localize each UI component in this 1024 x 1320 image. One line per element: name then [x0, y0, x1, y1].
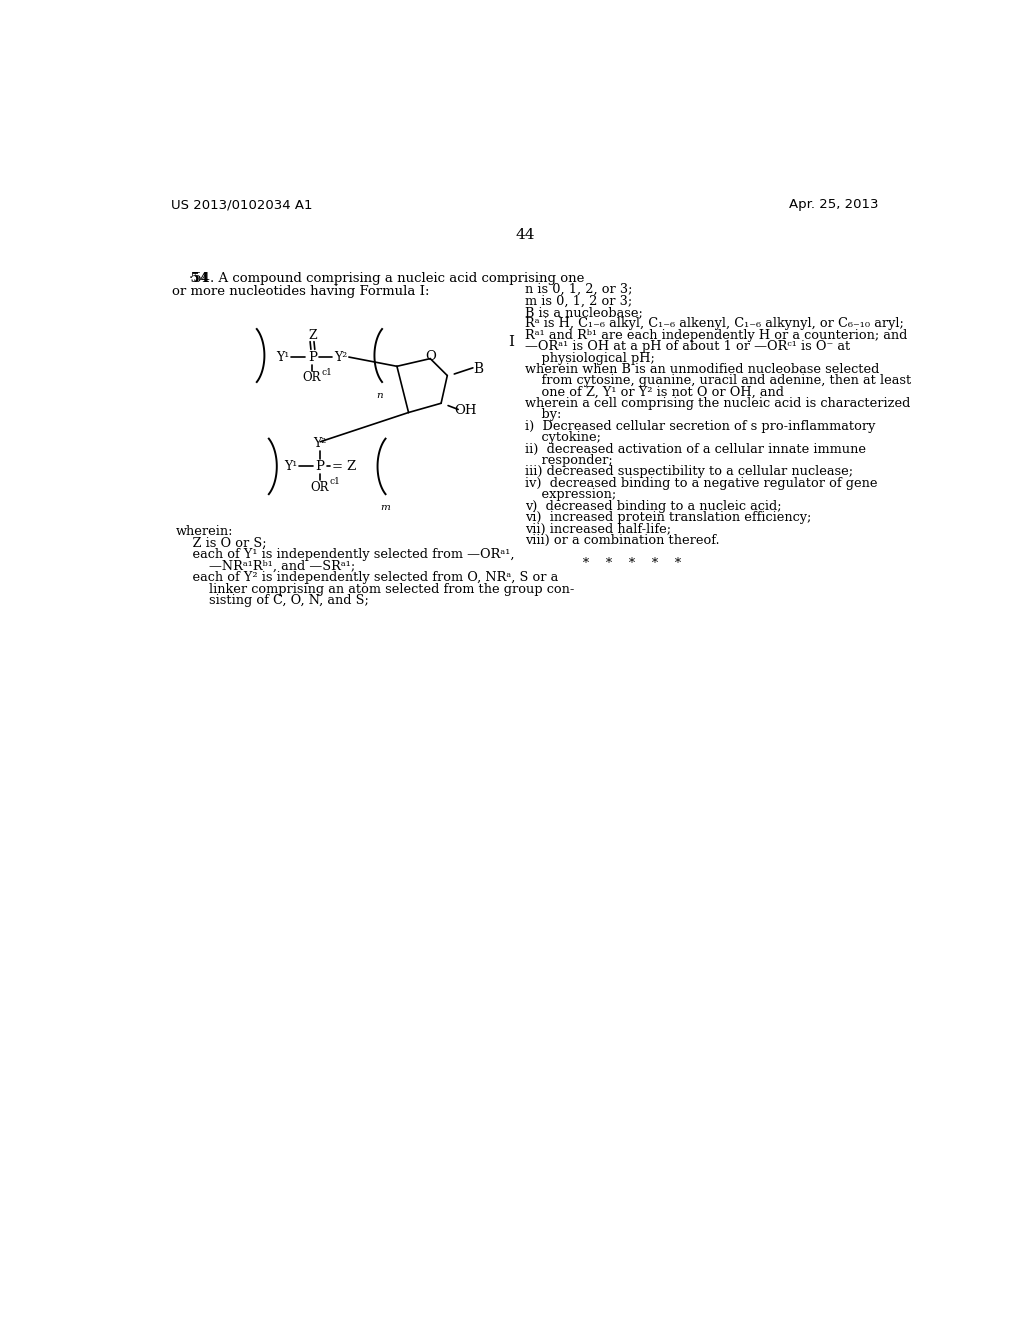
Text: m is 0, 1, 2 or 3;: m is 0, 1, 2 or 3;: [524, 294, 632, 308]
Text: each of Y¹ is independently selected from —ORᵃ¹,: each of Y¹ is independently selected fro…: [176, 548, 514, 561]
Text: responder;: responder;: [524, 454, 612, 467]
Text: iii) decreased suspectibility to a cellular nuclease;: iii) decreased suspectibility to a cellu…: [524, 466, 853, 478]
Text: Rᵃ¹ and Rᵇ¹ are each independently H or a counterion; and: Rᵃ¹ and Rᵇ¹ are each independently H or …: [524, 329, 907, 342]
Text: P: P: [315, 459, 325, 473]
Text: ·54. A compound comprising a nucleic acid comprising one: ·54. A compound comprising a nucleic aci…: [172, 272, 585, 285]
Text: cytokine;: cytokine;: [524, 432, 601, 445]
Text: B: B: [473, 363, 483, 376]
Text: one of Z, Y¹ or Y² is not O or OH, and: one of Z, Y¹ or Y² is not O or OH, and: [524, 385, 783, 399]
Text: vi)  increased protein translation efficiency;: vi) increased protein translation effici…: [524, 511, 811, 524]
Text: viii) or a combination thereof.: viii) or a combination thereof.: [524, 533, 720, 546]
Text: vii) increased half-life;: vii) increased half-life;: [524, 523, 671, 536]
Text: c1: c1: [330, 478, 340, 486]
Text: Y¹: Y¹: [276, 351, 290, 363]
Text: sisting of C, O, N, and S;: sisting of C, O, N, and S;: [176, 594, 369, 607]
Text: c1: c1: [322, 368, 333, 378]
Text: n: n: [376, 391, 383, 400]
Text: O: O: [426, 350, 436, 363]
Text: US 2013/0102034 A1: US 2013/0102034 A1: [171, 198, 312, 211]
Text: ii)  decreased activation of a cellular innate immune: ii) decreased activation of a cellular i…: [524, 442, 866, 455]
Text: m: m: [380, 503, 390, 512]
Text: —ORᵃ¹ is OH at a pH of about 1 or —ORᶜ¹ is O⁻ at: —ORᵃ¹ is OH at a pH of about 1 or —ORᶜ¹ …: [524, 341, 850, 354]
Text: P: P: [308, 351, 317, 363]
Text: iv)  decreased binding to a negative regulator of gene: iv) decreased binding to a negative regu…: [524, 477, 878, 490]
Text: OR: OR: [310, 480, 329, 494]
Text: v)  decreased binding to a nucleic acid;: v) decreased binding to a nucleic acid;: [524, 500, 781, 512]
Text: —NRᵃ¹Rᵇ¹, and —SRᵃ¹;: —NRᵃ¹Rᵇ¹, and —SRᵃ¹;: [176, 560, 355, 573]
Text: or more nucleotides having Formula I:: or more nucleotides having Formula I:: [172, 285, 430, 298]
Text: i)  Decreased cellular secretion of s pro-inflammatory: i) Decreased cellular secretion of s pro…: [524, 420, 876, 433]
Text: by:: by:: [524, 408, 561, 421]
Text: OR: OR: [302, 371, 321, 384]
Text: Rᵃ is H, C₁₋₆ alkyl, C₁₋₆ alkenyl, C₁₋₆ alkynyl, or C₆₋₁₀ aryl;: Rᵃ is H, C₁₋₆ alkyl, C₁₋₆ alkenyl, C₁₋₆ …: [524, 317, 903, 330]
Text: from cytosine, guanine, uracil and adenine, then at least: from cytosine, guanine, uracil and adeni…: [524, 375, 911, 387]
Text: wherein:: wherein:: [176, 525, 233, 539]
Text: *    *    *    *    *: * * * * *: [524, 557, 681, 570]
Text: =: =: [332, 459, 343, 473]
Text: wherein when B is an unmodified nucleobase selected: wherein when B is an unmodified nucleoba…: [524, 363, 880, 376]
Text: Y²: Y²: [313, 437, 327, 450]
Text: 54: 54: [172, 272, 209, 285]
Text: wherein a cell comprising the nucleic acid is characterized: wherein a cell comprising the nucleic ac…: [524, 397, 910, 411]
Text: B is a nucleobase;: B is a nucleobase;: [524, 306, 642, 319]
Text: physiological pH;: physiological pH;: [524, 351, 654, 364]
Text: 44: 44: [515, 227, 535, 242]
Text: Z: Z: [346, 459, 355, 473]
Text: I: I: [508, 335, 514, 350]
Text: each of Y² is independently selected from O, NRᵃ, S or a: each of Y² is independently selected fro…: [176, 572, 558, 585]
Text: Apr. 25, 2013: Apr. 25, 2013: [790, 198, 879, 211]
Text: n is 0, 1, 2, or 3;: n is 0, 1, 2, or 3;: [524, 284, 632, 296]
Text: OH: OH: [455, 404, 477, 417]
Text: Z is O or S;: Z is O or S;: [176, 536, 266, 549]
Text: linker comprising an atom selected from the group con-: linker comprising an atom selected from …: [176, 582, 574, 595]
Text: Z: Z: [308, 329, 316, 342]
Text: Y²: Y²: [334, 351, 347, 363]
Text: Y¹: Y¹: [284, 459, 297, 473]
Text: expression;: expression;: [524, 488, 615, 502]
